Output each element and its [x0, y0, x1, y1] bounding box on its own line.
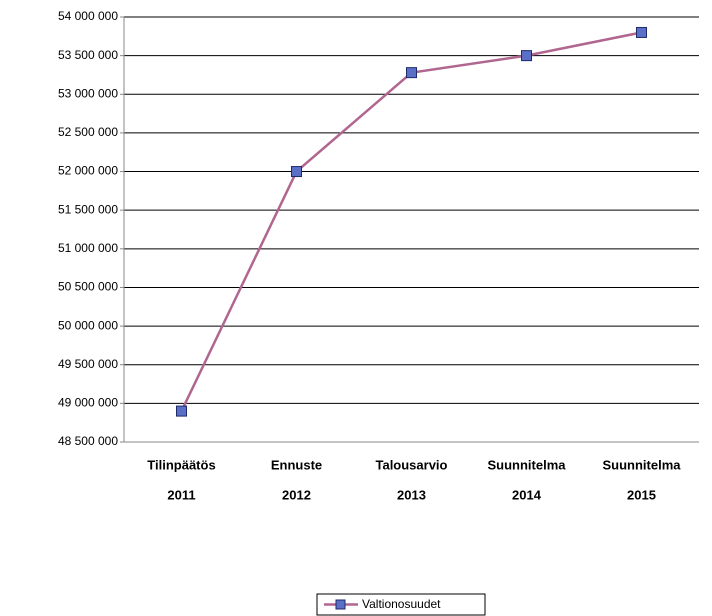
x-tick-label: 2014: [512, 487, 542, 502]
y-tick-label: 52 500 000: [58, 125, 118, 139]
x-tick-label: Suunnitelma: [487, 457, 566, 472]
marker: [176, 405, 187, 417]
y-tick-label: 49 500 000: [58, 357, 118, 371]
y-tick-label: 51 500 000: [58, 202, 118, 216]
y-tick-label: 50 500 000: [58, 280, 118, 294]
legend-marker: [335, 599, 346, 610]
x-tick-label: Suunnitelma: [602, 457, 681, 472]
x-tick-label: 2015: [627, 487, 656, 502]
y-tick-label: 51 000 000: [58, 241, 118, 255]
y-tick-label: 49 000 000: [58, 396, 118, 410]
y-tick-label: 54 000 000: [58, 9, 118, 23]
legend-label: Valtionosuudet: [362, 597, 441, 611]
y-tick-label: 52 000 000: [58, 164, 118, 178]
x-tick-label: 2012: [282, 487, 311, 502]
x-tick-label: Ennuste: [271, 457, 322, 472]
y-tick-label: 53 500 000: [58, 48, 118, 62]
legend-box: [316, 593, 486, 616]
x-tick-label: 2013: [397, 487, 426, 502]
x-tick-label: 2011: [167, 487, 195, 502]
y-tick-label: 50 000 000: [58, 318, 118, 332]
marker: [406, 67, 417, 79]
y-tick-label: 48 500 000: [58, 434, 118, 448]
y-tick-label: 53 000 000: [58, 86, 118, 100]
marker: [636, 26, 647, 38]
series-line: [180, 31, 642, 412]
marker: [521, 50, 532, 62]
x-tick-label: Talousarvio: [375, 457, 447, 472]
x-tick-label: Tilinpäätös: [147, 457, 215, 472]
marker: [291, 166, 302, 178]
